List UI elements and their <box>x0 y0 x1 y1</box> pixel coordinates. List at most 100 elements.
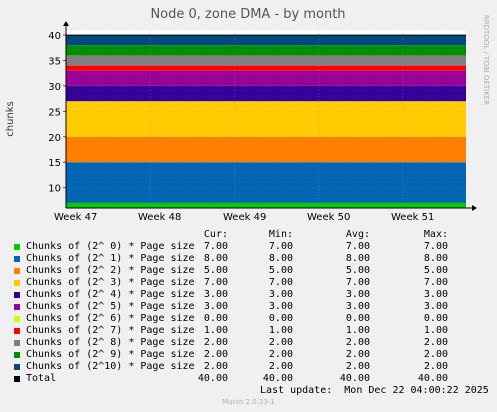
legend-label: Chunks of (2^ 5) * Page size <box>26 301 195 312</box>
legend-label: Total <box>26 373 57 384</box>
x-tick-label: Week 48 <box>138 212 181 223</box>
legend-row: Chunks of (2^10) * Page size 2.00 2.00 2.00… <box>14 361 484 373</box>
legend-swatch <box>14 352 20 358</box>
legend-label: Chunks of (2^ 8) * Page size <box>26 337 195 348</box>
legend-row: Chunks of (2^ 7) * Page size 1.00 1.00 1.00… <box>14 325 484 337</box>
legend-label: Chunks of (2^ 6) * Page size <box>26 313 195 324</box>
area-series-4 <box>66 85 466 102</box>
legend-value-min: 2.00 <box>268 349 293 360</box>
legend-value-avg: 8.00 <box>345 253 370 264</box>
legend-value-max: 3.00 <box>423 289 448 300</box>
footer-version: Munin 2.0.33-1 <box>222 398 275 406</box>
area-series-8 <box>66 55 466 66</box>
legend-value-max: 2.00 <box>423 337 448 348</box>
legend-label: Chunks of (2^ 7) * Page size <box>26 325 195 336</box>
legend-row: Chunks of (2^ 2) * Page size 5.00 5.00 5.00… <box>14 265 484 277</box>
legend-swatch <box>14 292 20 298</box>
legend-value-min: 5.00 <box>268 265 293 276</box>
legend-value-cur: 0.00 <box>203 313 228 324</box>
legend-value-max: 5.00 <box>423 265 448 276</box>
legend-row: Chunks of (2^ 4) * Page size 3.00 3.00 3.00… <box>14 289 484 301</box>
chart-title: Node 0, zone DMA - by month <box>150 7 345 22</box>
y-tick-label: 35 <box>48 57 61 68</box>
last-update: Last update: Mon Dec 22 04:00:22 2025 <box>260 385 489 396</box>
legend-swatch <box>14 304 20 310</box>
x-tick-label: Week 50 <box>307 212 350 223</box>
legend-value-avg: 5.00 <box>345 265 370 276</box>
x-tick-label: Week 51 <box>391 212 434 223</box>
legend-label: Chunks of (2^ 9) * Page size <box>26 349 195 360</box>
x-axis-arrow <box>472 205 477 211</box>
y-tick-label: 40 <box>48 31 61 42</box>
legend-value-min: 2.00 <box>268 361 293 372</box>
legend-label: Chunks of (2^10) * Page size <box>26 361 195 372</box>
chart-area: Node 0, zone DMA - by month chunks RRDTOOL… <box>5 7 490 223</box>
legend-value-min: 0.00 <box>268 313 293 324</box>
legend-value-min: 40.00 <box>262 373 293 384</box>
legend-value-min: 3.00 <box>268 289 293 300</box>
legend-value-cur: 7.00 <box>203 277 228 288</box>
x-tick-label: Week 49 <box>223 212 266 223</box>
legend-value-cur: 3.00 <box>203 289 228 300</box>
legend-swatch <box>14 256 20 262</box>
legend-value-max: 8.00 <box>423 253 448 264</box>
legend-value-min: 2.00 <box>268 337 293 348</box>
legend-label: Chunks of (2^ 0) * Page size <box>26 241 195 252</box>
legend-label: Chunks of (2^ 4) * Page size <box>26 289 195 300</box>
legend-swatch <box>14 328 20 334</box>
legend-swatch <box>14 280 20 286</box>
legend-row: Chunks of (2^ 9) * Page size 2.00 2.00 2.00… <box>14 349 484 361</box>
legend-swatch <box>14 340 20 346</box>
legend-header: Min: <box>268 229 293 240</box>
legend-header: Avg: <box>345 229 370 240</box>
legend-row: Chunks of (2^ 6) * Page size 0.00 0.00 0.00… <box>14 313 484 325</box>
legend-value-max: 0.00 <box>423 313 448 324</box>
y-axis-arrow <box>63 21 69 26</box>
legend-value-avg: 3.00 <box>345 289 370 300</box>
legend-value-max: 40.00 <box>417 373 448 384</box>
legend-value-cur: 7.00 <box>203 241 228 252</box>
legend-value-max: 7.00 <box>423 241 448 252</box>
area-series-10 <box>66 35 466 46</box>
legend-swatch <box>14 364 20 370</box>
legend-value-avg: 2.00 <box>345 349 370 360</box>
legend-header: Cur: <box>203 229 228 240</box>
area-series-2 <box>66 136 466 163</box>
area-series-1 <box>66 162 466 203</box>
y-tick-label: 15 <box>48 158 61 169</box>
legend-swatch <box>14 268 20 274</box>
rrdtool-credit: RRDTOOL / TOBI OETIKER <box>482 15 490 105</box>
area-series-3 <box>66 101 466 137</box>
legend-value-min: 7.00 <box>268 277 293 288</box>
legend-value-avg: 1.00 <box>345 325 370 336</box>
y-tick-label: 10 <box>48 184 61 195</box>
legend-value-avg: 2.00 <box>345 361 370 372</box>
legend-row: Chunks of (2^ 0) * Page size 7.00 7.00 7.00… <box>14 241 484 253</box>
legend-value-min: 3.00 <box>268 301 293 312</box>
legend-value-max: 7.00 <box>423 277 448 288</box>
legend-value-avg: 2.00 <box>345 337 370 348</box>
legend-value-min: 7.00 <box>268 241 293 252</box>
area-series-9 <box>66 45 466 56</box>
area-series-0 <box>66 202 466 208</box>
legend-value-max: 2.00 <box>423 361 448 372</box>
legend-header: Max: <box>423 229 448 240</box>
legend-row: Chunks of (2^ 3) * Page size 7.00 7.00 7.00… <box>14 277 484 289</box>
legend-value-cur: 2.00 <box>203 337 228 348</box>
legend-label: Chunks of (2^ 1) * Page size <box>26 253 195 264</box>
legend-value-max: 3.00 <box>423 301 448 312</box>
y-tick-label: 20 <box>48 133 61 144</box>
legend-value-cur: 5.00 <box>203 265 228 276</box>
legend-value-min: 1.00 <box>268 325 293 336</box>
legend-value-cur: 3.00 <box>203 301 228 312</box>
legend-swatch <box>14 316 20 322</box>
legend-row: Chunks of (2^ 5) * Page size 3.00 3.00 3.00… <box>14 301 484 313</box>
legend-value-max: 1.00 <box>423 325 448 336</box>
legend-value-cur: 8.00 <box>203 253 228 264</box>
legend-value-cur: 2.00 <box>203 349 228 360</box>
legend-value-avg: 7.00 <box>345 241 370 252</box>
area-series-7 <box>66 65 466 71</box>
legend-row: Chunks of (2^ 1) * Page size 8.00 8.00 8.00… <box>14 253 484 265</box>
y-axis-label: chunks <box>5 101 16 137</box>
legend-value-cur: 40.00 <box>197 373 228 384</box>
